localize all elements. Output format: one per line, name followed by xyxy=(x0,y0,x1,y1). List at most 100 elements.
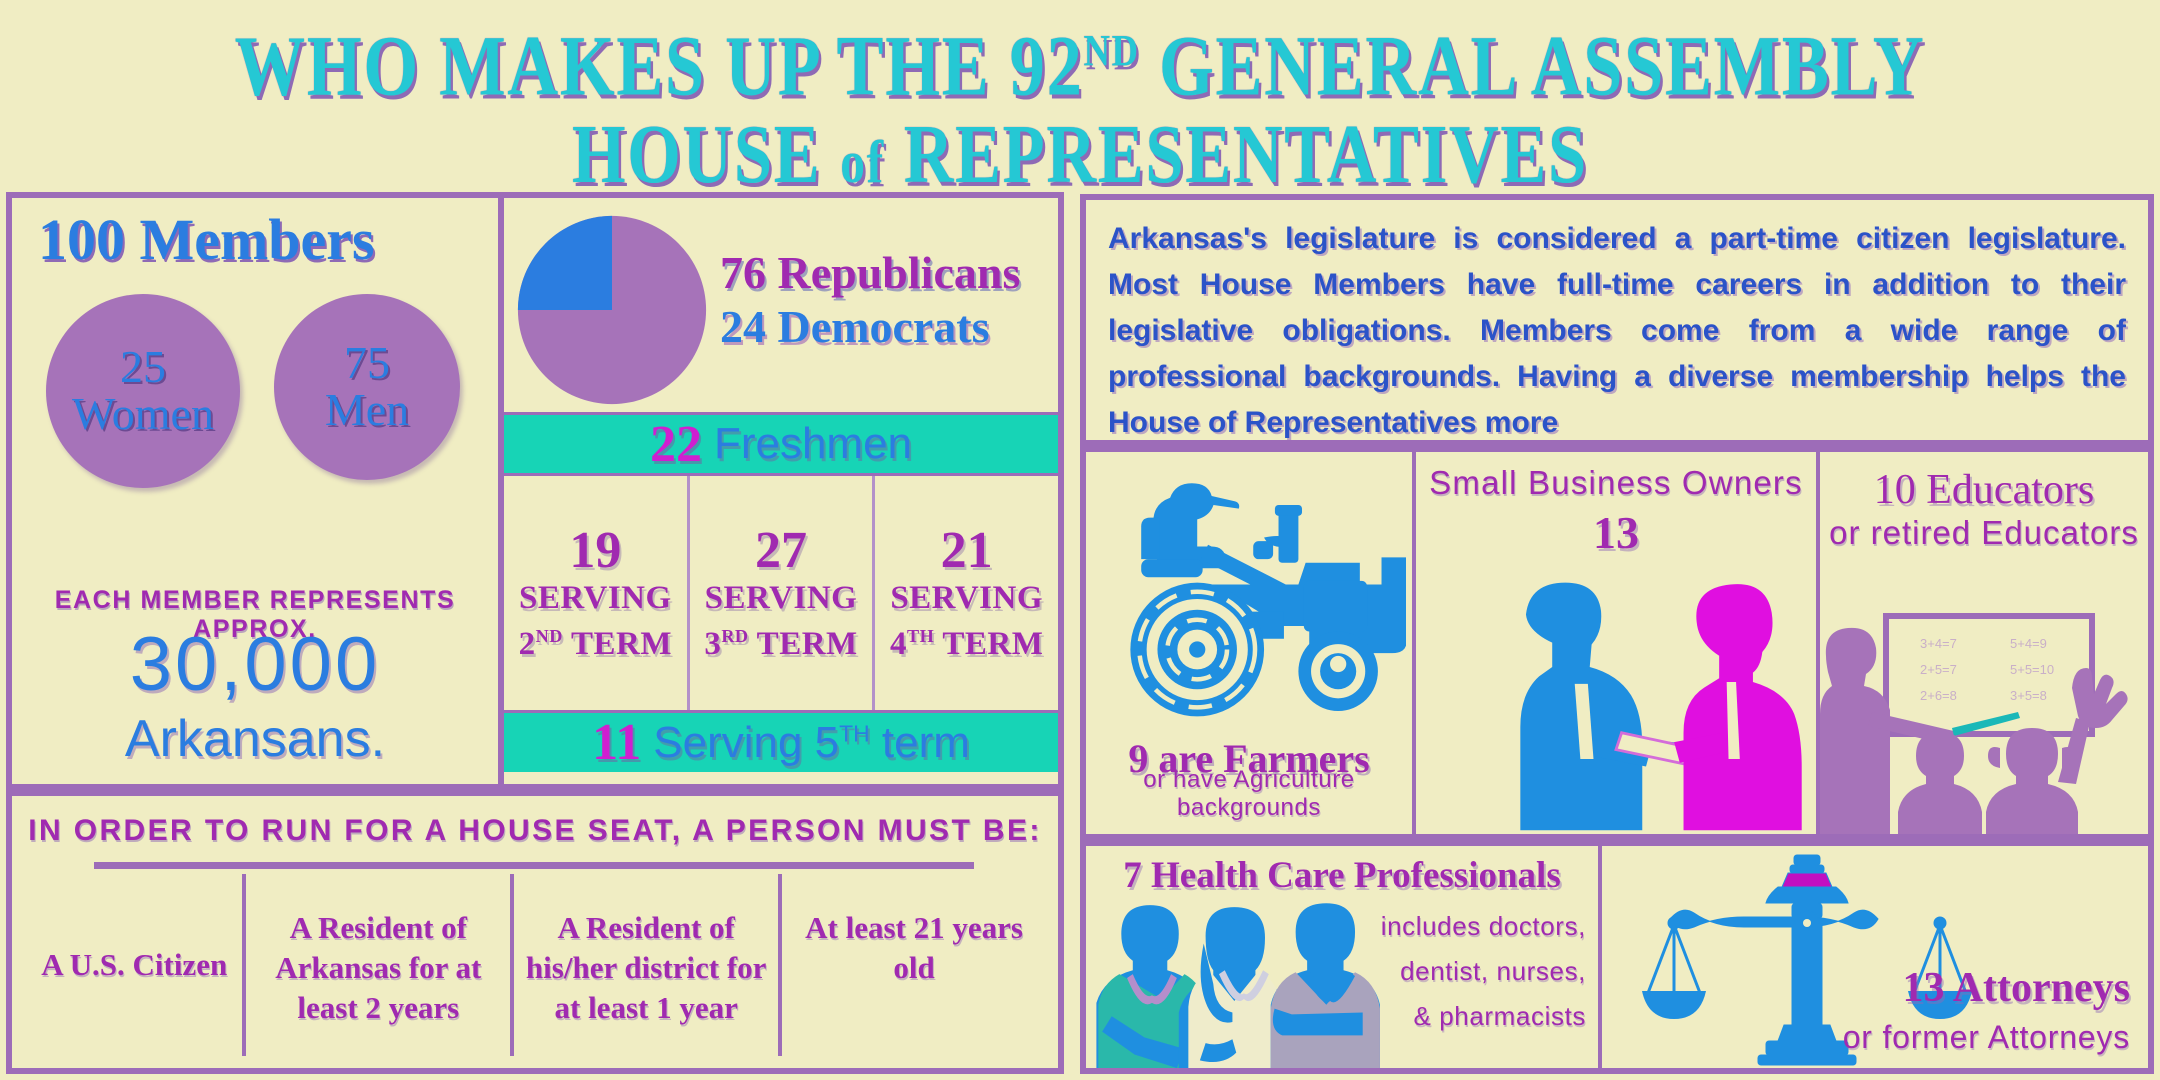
fifth-term-serving-word: Serving xyxy=(653,717,815,767)
freshmen-count: 22 xyxy=(649,415,702,473)
attorneys-subtitle: or former Attorneys xyxy=(1842,1019,2130,1055)
republicans-count-label: 76 Republicans xyxy=(720,247,1021,298)
term-cell-fourth: 21 SERVING 4TH TERM xyxy=(875,476,1058,710)
attorneys-title: 13 Attorneys xyxy=(1902,965,2130,1011)
second-term-label: 2ND TERM xyxy=(519,617,672,663)
small-business-cell: Small Business Owners 13 xyxy=(1416,452,1820,834)
fourth-term-ordinal: 4 xyxy=(889,626,907,662)
svg-text:3+5=8: 3+5=8 xyxy=(2010,688,2047,703)
handshake-business-people-icon xyxy=(1520,582,1802,831)
professions-row-bottom-inner: 7 Health Care Professionals includes doc… xyxy=(1086,846,2148,1068)
professions-row-bottom: 7 Health Care Professionals includes doc… xyxy=(1080,840,2154,1074)
requirement-age: At least 21 years old xyxy=(805,910,1023,985)
educators-subtitle: or retired Educators xyxy=(1829,514,2139,551)
tractor-icon xyxy=(1130,483,1406,717)
third-term-ordinal: 3 xyxy=(704,626,722,662)
men-circle: 75 Men xyxy=(274,294,460,480)
third-term-word: TERM xyxy=(748,626,858,662)
requirement-arkansas-residency: A Resident of Arkansas for at least 2 ye… xyxy=(246,874,515,1056)
professions-row-top-inner: 9 are Farmers or have Agriculture backgr… xyxy=(1086,452,2148,834)
title-of-word: of xyxy=(840,128,885,196)
party-pie-chart xyxy=(514,212,710,408)
fourth-term-ordinal-suffix: TH xyxy=(906,626,935,646)
svg-text:2+6=8: 2+6=8 xyxy=(1920,688,1957,703)
fifth-term-band: 11 Serving 5TH term xyxy=(504,710,1058,772)
title-line-1-part-a: WHO MAKES UP THE 92 xyxy=(234,17,1084,114)
second-term-word: TERM xyxy=(562,626,673,662)
about-legislature-panel: Arkansas's legislature is considered a p… xyxy=(1080,194,2154,485)
svg-text:5+4=9: 5+4=9 xyxy=(2010,636,2047,651)
second-term-ordinal-suffix: ND xyxy=(535,626,563,646)
third-term-count: 27 xyxy=(755,522,807,579)
third-term-label: 3RD TERM xyxy=(704,617,857,663)
term-cell-second: 19 SERVING 2ND TERM xyxy=(504,476,690,710)
health-care-sub-line-3: & pharmacists xyxy=(1413,1001,1586,1031)
terms-row: 19 SERVING 2ND TERM 27 SERVING 3RD TERM … xyxy=(504,476,1058,710)
requirements-heading: IN ORDER TO RUN FOR A HOUSE SEAT, A PERS… xyxy=(28,814,1042,847)
farmers-subtitle: or have Agriculture backgrounds xyxy=(1143,766,1355,821)
about-legislature-text: Arkansas's legislature is considered a p… xyxy=(1108,216,2126,492)
scales-of-justice-icon xyxy=(1642,854,1972,1066)
svg-text:2+5=7: 2+5=7 xyxy=(1920,662,1957,677)
fifth-term-label: Serving 5TH term xyxy=(653,718,970,768)
professions-row-top: 9 are Farmers or have Agriculture backgr… xyxy=(1080,446,2154,840)
svg-text:3+4=7: 3+4=7 xyxy=(1920,636,1957,651)
members-panel: 100 Members 25 Women 75 Men EACH MEMBER … xyxy=(6,192,498,790)
requirements-panel: IN ORDER TO RUN FOR A HOUSE SEAT, A PERS… xyxy=(6,790,1064,1074)
farmers-title: 9 are Farmers xyxy=(1128,736,1370,781)
title-line-2-part-a: HOUSE xyxy=(572,107,841,201)
party-breakdown: 76 Republicans 24 Democrats xyxy=(720,246,1060,354)
svg-text:5+5=10: 5+5=10 xyxy=(2010,662,2054,677)
page-title: WHO MAKES UP THE 92ND GENERAL ASSEMBLY H… xyxy=(0,4,2160,206)
requirement-district-residency: A Resident of his/her district for at le… xyxy=(514,874,783,1056)
freshmen-label: Freshmen xyxy=(713,419,913,468)
men-count: 75 xyxy=(344,337,390,388)
requirements-row: A U.S. Citizen A Resident of Arkansas fo… xyxy=(26,874,1046,1056)
health-care-sub-line-2: dentist, nurses, xyxy=(1400,956,1586,986)
women-label: Women xyxy=(72,388,214,439)
second-term-count: 19 xyxy=(569,522,622,579)
small-business-count: 13 xyxy=(1593,507,1639,558)
members-heading: 100 Members xyxy=(38,207,375,272)
women-circle: 25 Women xyxy=(46,294,240,488)
women-count: 25 xyxy=(120,341,166,392)
health-care-subtitle: includes doctors, dentist, nurses, & pha… xyxy=(1296,904,1586,1039)
third-term-ordinal-suffix: RD xyxy=(721,626,749,646)
fifth-term-word: term xyxy=(869,717,970,767)
third-term-serving-label: SERVING xyxy=(704,580,858,616)
teacher-classroom-icon: 3+4=7 5+4=9 2+5=7 5+5=10 2+6=8 3+5=8 xyxy=(1820,613,2128,834)
health-care-title: 7 Health Care Professionals xyxy=(1123,855,1561,896)
health-care-workers-icon xyxy=(1096,903,1380,1068)
farmers-cell: 9 are Farmers or have Agriculture backgr… xyxy=(1086,452,1416,834)
requirements-divider xyxy=(94,862,974,869)
constituents-label: Arkansans. xyxy=(124,710,386,768)
fifth-term-ordinal-suffix: TH xyxy=(839,719,870,746)
fifth-term-ordinal: 5 xyxy=(814,717,840,767)
fourth-term-label: 4TH TERM xyxy=(890,617,1043,663)
men-label: Men xyxy=(324,384,410,435)
party-and-terms-panel: 76 Republicans 24 Democrats 22 Freshmen … xyxy=(498,192,1064,790)
pie-chart-icon xyxy=(517,215,707,405)
second-term-ordinal: 2 xyxy=(518,626,536,662)
about-legislature-body: Arkansas's legislature is considered a p… xyxy=(1108,222,2126,439)
educators-title: 10 Educators xyxy=(1873,467,2095,513)
requirement-citizen: A U.S. Citizen xyxy=(26,874,247,1056)
constituents-number: 30,000 xyxy=(129,622,381,707)
democrats-count-label: 24 Democrats xyxy=(720,301,990,352)
title-line-2-part-b: REPRESENTATIVES xyxy=(884,107,1588,201)
health-care-cell: 7 Health Care Professionals includes doc… xyxy=(1086,846,1602,1068)
health-care-sub-line-1: includes doctors, xyxy=(1380,911,1586,941)
term-cell-third: 27 SERVING 3RD TERM xyxy=(690,476,876,710)
second-term-serving-label: SERVING xyxy=(518,580,672,616)
attorneys-cell: 13 Attorneys or former Attorneys xyxy=(1602,846,2148,1068)
title-line-2: HOUSE of REPRESENTATIVES xyxy=(194,111,1965,206)
title-line-1-part-b: GENERAL ASSEMBLY xyxy=(1139,17,1926,114)
fifth-term-count: 11 xyxy=(592,714,642,771)
approx-representation-label: EACH MEMBER REPRESENTS APPROX. xyxy=(54,586,456,643)
fourth-term-serving-label: SERVING xyxy=(890,580,1044,616)
title-line-1: WHO MAKES UP THE 92ND GENERAL ASSEMBLY xyxy=(194,4,1965,112)
educators-cell: 10 Educators or retired Educators 3+4=7 5… xyxy=(1820,452,2148,834)
fourth-term-count: 21 xyxy=(940,522,993,579)
small-business-title: Small Business Owners xyxy=(1429,464,1803,501)
